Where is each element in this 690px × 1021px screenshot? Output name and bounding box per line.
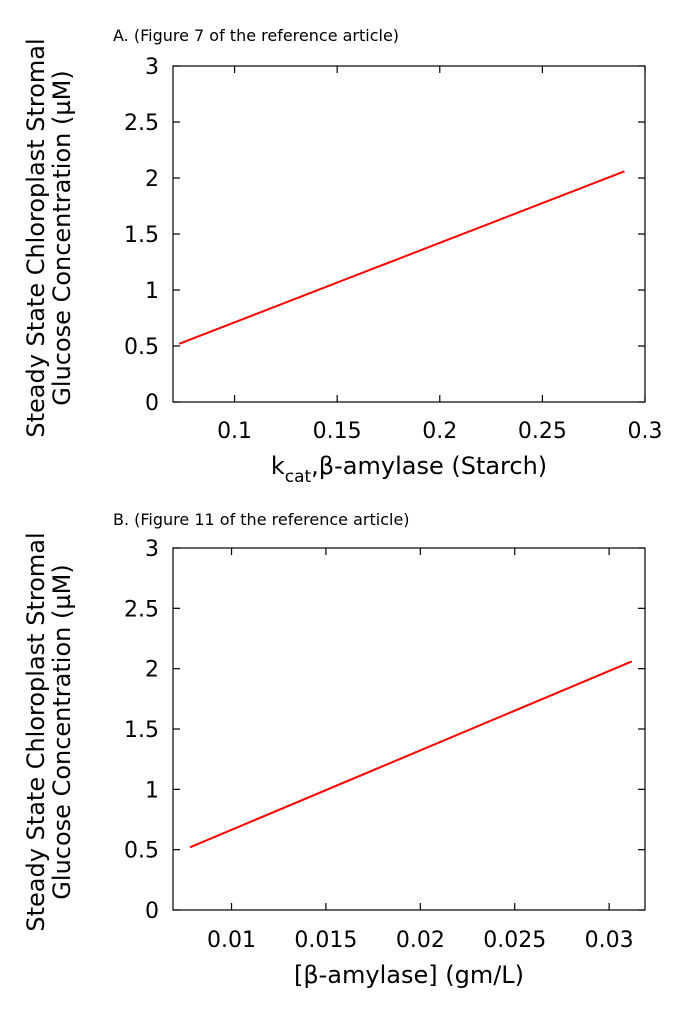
chart-b-xtick-label: 0.015 — [294, 928, 357, 953]
chart-a-ylabel-line-2: Glucose Concentration (µM) — [48, 70, 76, 405]
chart-b-xlabel: [β-amylase] (gm/L) — [294, 961, 524, 989]
chart-b-caption: B. (Figure 11 of the reference article) — [113, 510, 410, 529]
chart-b-xtick-label: 0.03 — [585, 928, 634, 953]
chart-b-xtick-label: 0.025 — [483, 928, 546, 953]
chart-a-xtick-label: 0.1 — [217, 419, 252, 444]
chart-a-ytick-label: 2.5 — [124, 111, 159, 136]
chart-b-ytick-label: 0.5 — [124, 839, 159, 864]
chart-a-xtick-label: 0.25 — [518, 419, 567, 444]
chart-a-caption: A. (Figure 7 of the reference article) — [113, 26, 399, 45]
chart-b-ytick-label: 1 — [145, 778, 159, 803]
chart-a-xtick-label: 0.15 — [313, 419, 362, 444]
chart-b-ylabel-line-2: Glucose Concentration (µM) — [48, 564, 76, 899]
chart-a-xtick-label: 0.2 — [422, 419, 457, 444]
chart-b-xtick-label: 0.02 — [396, 928, 445, 953]
chart-b-xtick-label: 0.01 — [207, 928, 256, 953]
chart-a-ytick-label: 3 — [145, 55, 159, 80]
chart-b-ylabel-line-1: Steady State Chloroplast Stromal — [22, 532, 50, 931]
chart-b-ytick-label: 2.5 — [124, 597, 159, 622]
chart-a-ytick-label: 1 — [145, 279, 159, 304]
chart-b-series-line — [189, 660, 633, 849]
chart-a-xtick-label: 0.3 — [628, 419, 663, 444]
chart-b-ytick-label: 2 — [145, 658, 159, 683]
chart-a-ylabel-line-1: Steady State Chloroplast Stromal — [22, 38, 50, 437]
chart-b-ytick-label: 3 — [145, 537, 159, 562]
chart-b-plot-frame — [172, 547, 646, 911]
chart-b-ytick-label: 0 — [145, 899, 159, 924]
chart-a-ytick-label: 0.5 — [124, 335, 159, 360]
chart-a-plot-frame — [172, 65, 646, 403]
chart-a-ytick-label: 0 — [145, 391, 159, 416]
chart-a-ytick-label: 1.5 — [124, 223, 159, 248]
chart-b-ytick-label: 1.5 — [124, 718, 159, 743]
chart-a-ytick-label: 2 — [145, 167, 159, 192]
chart-a-series-line — [178, 170, 625, 345]
chart-b: B. (Figure 11 of the reference article) 0… — [22, 510, 646, 989]
chart-a-xlabel: kcat,β-amylase (Starch) — [271, 452, 547, 487]
chart-a: A. (Figure 7 of the reference article) 0 0… — [22, 26, 663, 487]
